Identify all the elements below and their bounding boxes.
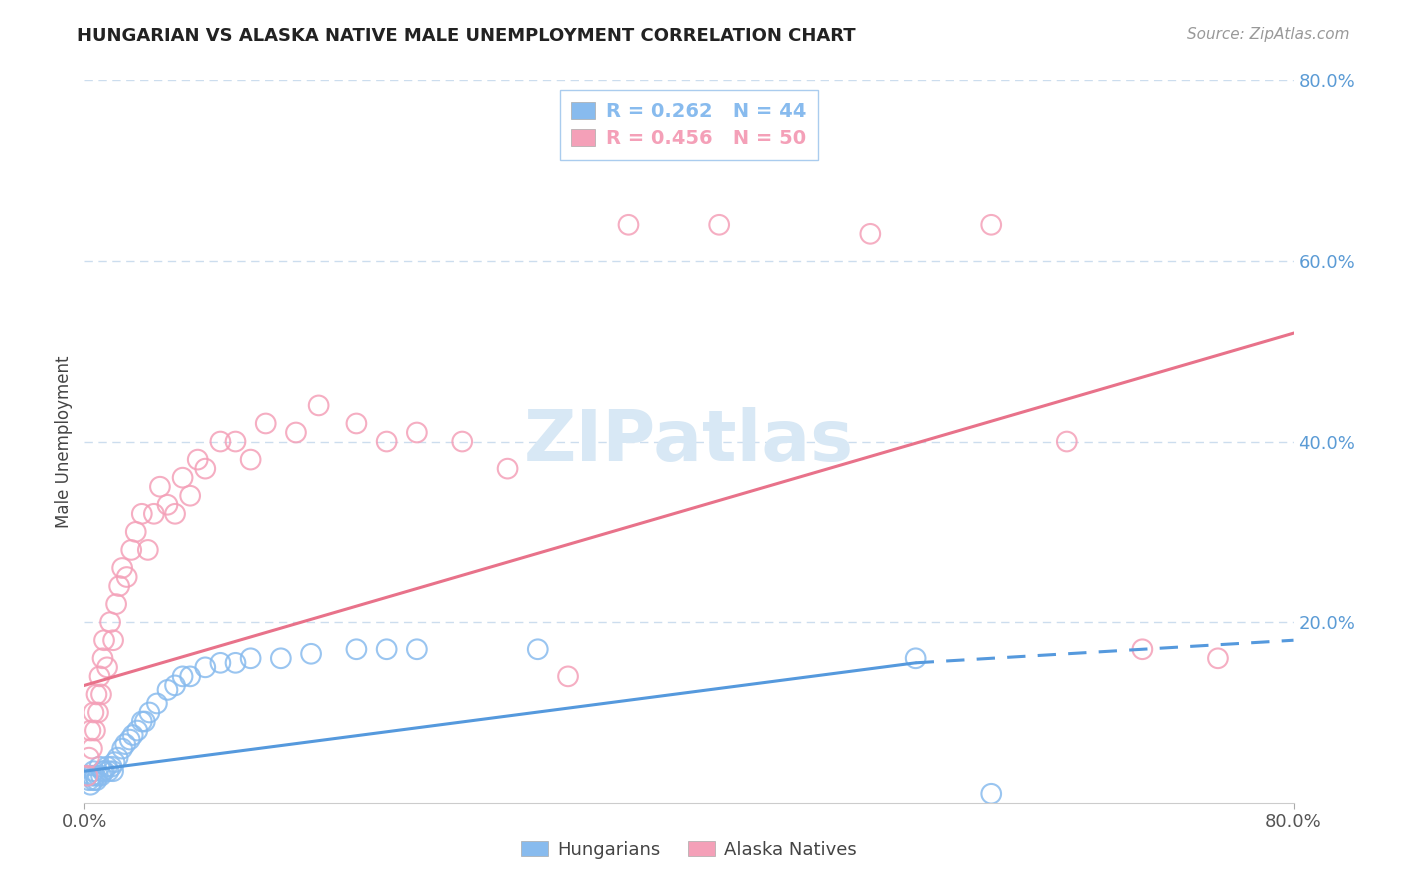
Text: Source: ZipAtlas.com: Source: ZipAtlas.com	[1187, 27, 1350, 42]
Point	[76, 769, 98, 783]
Point	[131, 507, 153, 521]
Point	[89, 669, 111, 683]
Point	[77, 773, 100, 788]
Point	[93, 633, 115, 648]
Point	[91, 651, 114, 665]
Point	[709, 218, 731, 232]
Point	[194, 660, 217, 674]
Point	[80, 769, 103, 783]
Point	[98, 615, 121, 630]
Point	[90, 687, 112, 701]
Point	[179, 669, 201, 683]
Point	[127, 723, 149, 738]
Point	[1206, 651, 1229, 665]
Text: ZIPatlas: ZIPatlas	[524, 407, 853, 476]
Point	[149, 480, 172, 494]
Point	[100, 760, 122, 774]
Point	[142, 507, 165, 521]
Point	[1130, 642, 1153, 657]
Point	[84, 769, 107, 783]
Point	[84, 723, 107, 738]
Point	[904, 651, 927, 665]
Point	[194, 461, 217, 475]
Point	[79, 778, 101, 792]
Point	[105, 597, 128, 611]
Point	[89, 760, 111, 774]
Point	[165, 678, 187, 692]
Point	[527, 642, 550, 657]
Point	[134, 714, 156, 729]
Point	[93, 764, 115, 779]
Point	[172, 471, 194, 485]
Point	[187, 452, 209, 467]
Point	[138, 706, 160, 720]
Point	[1056, 434, 1078, 449]
Point	[80, 741, 103, 756]
Point	[96, 660, 118, 674]
Point	[165, 507, 187, 521]
Legend: Hungarians, Alaska Natives: Hungarians, Alaska Natives	[515, 834, 863, 866]
Point	[225, 434, 247, 449]
Point	[375, 434, 398, 449]
Point	[270, 651, 292, 665]
Point	[118, 732, 141, 747]
Point	[209, 656, 232, 670]
Point	[859, 227, 882, 241]
Point	[239, 651, 262, 665]
Point	[120, 542, 142, 557]
Point	[115, 570, 138, 584]
Point	[406, 425, 429, 440]
Point	[557, 669, 579, 683]
Point	[406, 642, 429, 657]
Point	[111, 561, 134, 575]
Point	[346, 642, 368, 657]
Point	[125, 524, 148, 539]
Point	[375, 642, 398, 657]
Point	[496, 461, 519, 475]
Point	[97, 764, 120, 779]
Point	[87, 706, 110, 720]
Point	[108, 579, 131, 593]
Point	[156, 498, 179, 512]
Point	[239, 452, 262, 467]
Point	[82, 706, 104, 720]
Point	[107, 750, 129, 764]
Point	[980, 787, 1002, 801]
Point	[86, 687, 108, 701]
Point	[111, 741, 134, 756]
Point	[136, 542, 159, 557]
Point	[179, 489, 201, 503]
Point	[104, 755, 127, 769]
Point	[82, 773, 104, 788]
Point	[114, 737, 136, 751]
Point	[254, 417, 277, 431]
Point	[101, 764, 124, 779]
Point	[980, 218, 1002, 232]
Point	[617, 218, 640, 232]
Point	[96, 760, 118, 774]
Point	[156, 682, 179, 697]
Point	[77, 750, 100, 764]
Point	[308, 398, 330, 412]
Point	[90, 769, 112, 783]
Point	[225, 656, 247, 670]
Y-axis label: Male Unemployment: Male Unemployment	[55, 355, 73, 528]
Point	[86, 773, 108, 788]
Point	[91, 764, 114, 779]
Point	[76, 769, 98, 783]
Point	[172, 669, 194, 683]
Point	[346, 417, 368, 431]
Point	[209, 434, 232, 449]
Point	[131, 714, 153, 729]
Point	[82, 764, 104, 779]
Point	[87, 769, 110, 783]
Point	[79, 723, 101, 738]
Point	[101, 633, 124, 648]
Point	[121, 728, 143, 742]
Point	[146, 697, 169, 711]
Point	[285, 425, 308, 440]
Point	[451, 434, 474, 449]
Point	[299, 647, 322, 661]
Text: HUNGARIAN VS ALASKA NATIVE MALE UNEMPLOYMENT CORRELATION CHART: HUNGARIAN VS ALASKA NATIVE MALE UNEMPLOY…	[77, 27, 856, 45]
